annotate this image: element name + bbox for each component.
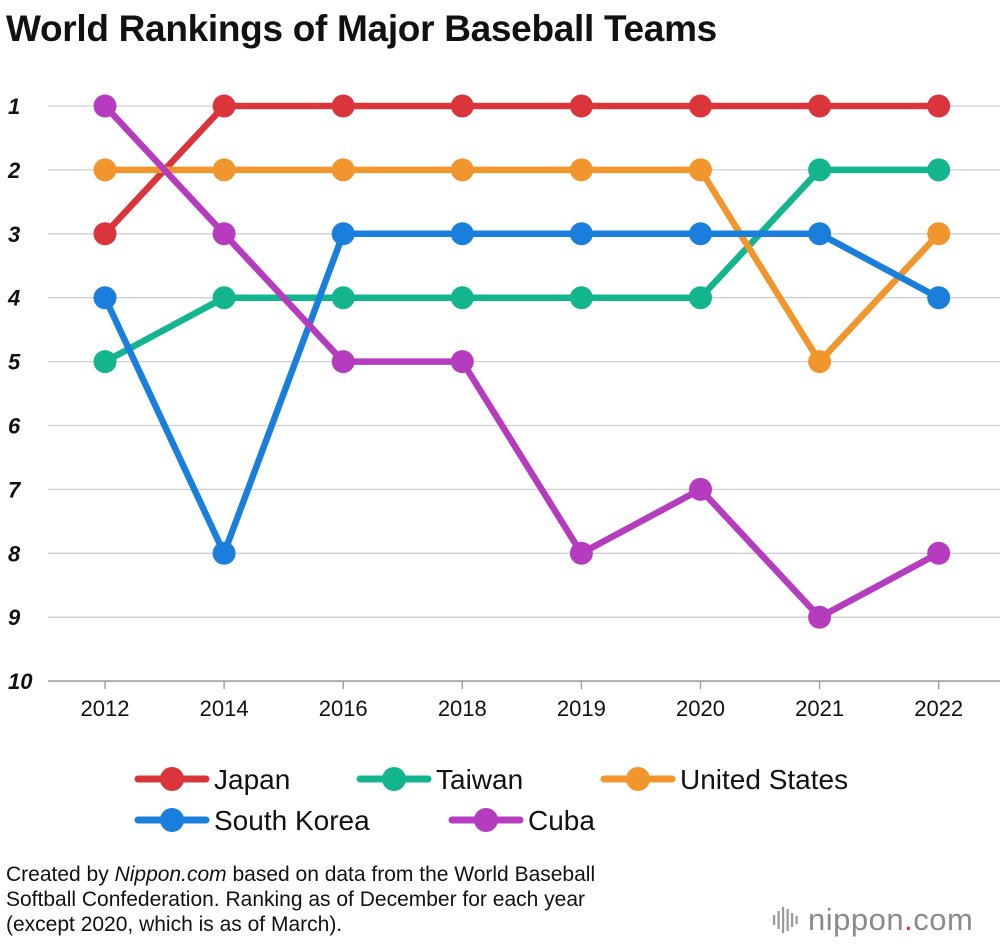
legend-item-south-korea: South Korea: [134, 805, 370, 836]
point-cuba-2018: [450, 350, 474, 374]
point-united-states-2020: [689, 158, 712, 182]
x-tick-2012: 2012: [81, 696, 130, 721]
series-line-japan: [101, 102, 942, 238]
chart-title: World Rankings of Major Baseball Teams: [6, 8, 717, 49]
point-japan-2019: [569, 94, 593, 118]
point-japan-2021: [808, 94, 832, 118]
x-tick-2016: 2016: [319, 696, 368, 721]
series-line-south-korea: [101, 230, 942, 557]
point-united-states-2016: [331, 158, 355, 182]
series-line-united-states: [101, 166, 942, 365]
legend-marker-united-states: [626, 767, 650, 791]
legend-label-cuba: Cuba: [528, 805, 595, 836]
point-cuba-2022: [927, 541, 951, 565]
point-taiwan-2020: [689, 286, 712, 310]
legend-label-taiwan: Taiwan: [436, 764, 523, 795]
point-japan-2014: [212, 94, 236, 118]
point-japan-2018: [450, 94, 474, 118]
point-taiwan-2022: [927, 158, 951, 182]
point-cuba-2012: [93, 94, 117, 118]
y-tick-5: 5: [8, 350, 21, 375]
point-south-korea-2022: [927, 286, 951, 310]
x-tick-2022: 2022: [914, 696, 963, 721]
point-taiwan-2016: [331, 286, 355, 310]
brand-wordmark: nippon.com: [808, 902, 973, 938]
point-taiwan-2021: [808, 158, 832, 182]
y-tick-9: 9: [8, 605, 21, 630]
y-tick-6: 6: [8, 414, 21, 439]
x-tick-2019: 2019: [557, 696, 606, 721]
series-line-taiwan: [101, 166, 942, 365]
legend-marker-taiwan: [382, 767, 406, 791]
legend-label-japan: Japan: [214, 764, 290, 795]
footnote: Created by Nippon.com based on data from…: [6, 862, 595, 937]
x-tick-2018: 2018: [438, 696, 487, 721]
legend-label-united-states: United States: [680, 764, 848, 795]
legend: Japan Taiwan United States South Korea Cuba: [134, 764, 848, 836]
footnote-line-2: Softball Confederation. Ranking as of De…: [6, 888, 585, 911]
point-united-states-2012: [93, 158, 117, 182]
legend-marker-cuba: [474, 808, 498, 832]
legend-item-japan: Japan: [134, 764, 290, 795]
point-united-states-2018: [450, 158, 474, 182]
y-tick-4: 4: [7, 286, 20, 311]
point-south-korea-2016: [331, 222, 355, 246]
legend-item-taiwan: Taiwan: [356, 764, 523, 795]
x-tick-2014: 2014: [200, 696, 249, 721]
point-japan-2012: [93, 222, 117, 246]
x-axis-ticks: 2012 2014 2016 2018 2019 2020 2021 2022: [81, 696, 964, 721]
legend-label-south-korea: South Korea: [214, 805, 370, 836]
point-cuba-2014: [212, 222, 236, 246]
point-united-states-2019: [569, 158, 593, 182]
point-taiwan-2014: [212, 286, 236, 310]
series-lines: [93, 94, 951, 629]
point-japan-2022: [927, 94, 951, 118]
x-tick-2020: 2020: [676, 696, 725, 721]
legend-marker-south-korea: [160, 808, 184, 832]
point-united-states-2014: [212, 158, 236, 182]
brand-name: nippon: [808, 902, 905, 937]
y-tick-2: 2: [7, 158, 21, 183]
sound-bars-icon: [773, 907, 798, 933]
y-tick-10: 10: [8, 669, 33, 694]
footnote-line-3: (except 2020, which is as of March).: [6, 913, 343, 936]
legend-item-united-states: United States: [600, 764, 848, 795]
brand-logo: nippon.com: [772, 902, 973, 938]
footnote-source: Nippon.com: [114, 863, 227, 886]
series-line-cuba: [101, 102, 942, 621]
x-tick-2021: 2021: [795, 696, 844, 721]
point-south-korea-2020: [689, 222, 712, 246]
point-taiwan-2012: [93, 350, 117, 374]
point-united-states-2021: [808, 350, 832, 374]
y-tick-3: 3: [8, 222, 20, 247]
legend-marker-japan: [160, 767, 184, 791]
footnote-text-2: based on data from the World Baseball: [226, 863, 596, 886]
point-japan-2016: [331, 94, 355, 118]
point-japan-2020: [689, 94, 712, 118]
point-south-korea-2021: [808, 222, 832, 246]
y-axis-ticks: 1 2 3 4 5 6 7 8 9 10: [7, 94, 33, 694]
point-united-states-2022: [927, 222, 951, 246]
y-tick-1: 1: [8, 94, 20, 119]
brand-suffix: com: [913, 902, 974, 937]
point-cuba-2020: [689, 477, 712, 501]
point-south-korea-2018: [450, 222, 474, 246]
footnote-text-1: Created by: [6, 863, 115, 886]
y-tick-7: 7: [8, 477, 22, 502]
brand-dot: .: [904, 902, 914, 937]
point-cuba-2019: [569, 541, 593, 565]
point-south-korea-2019: [569, 222, 593, 246]
point-cuba-2016: [331, 350, 355, 374]
point-south-korea-2014: [212, 541, 236, 565]
y-tick-8: 8: [8, 541, 21, 566]
point-south-korea-2012: [93, 286, 117, 310]
point-taiwan-2018: [450, 286, 474, 310]
point-taiwan-2019: [569, 286, 593, 310]
point-cuba-2021: [808, 605, 832, 629]
line-chart: 1 2 3 4 5 6 7 8 9 10 2012 2014 2016 2018 2019 2020 2021…: [7, 94, 1000, 836]
legend-item-cuba: Cuba: [448, 805, 595, 836]
